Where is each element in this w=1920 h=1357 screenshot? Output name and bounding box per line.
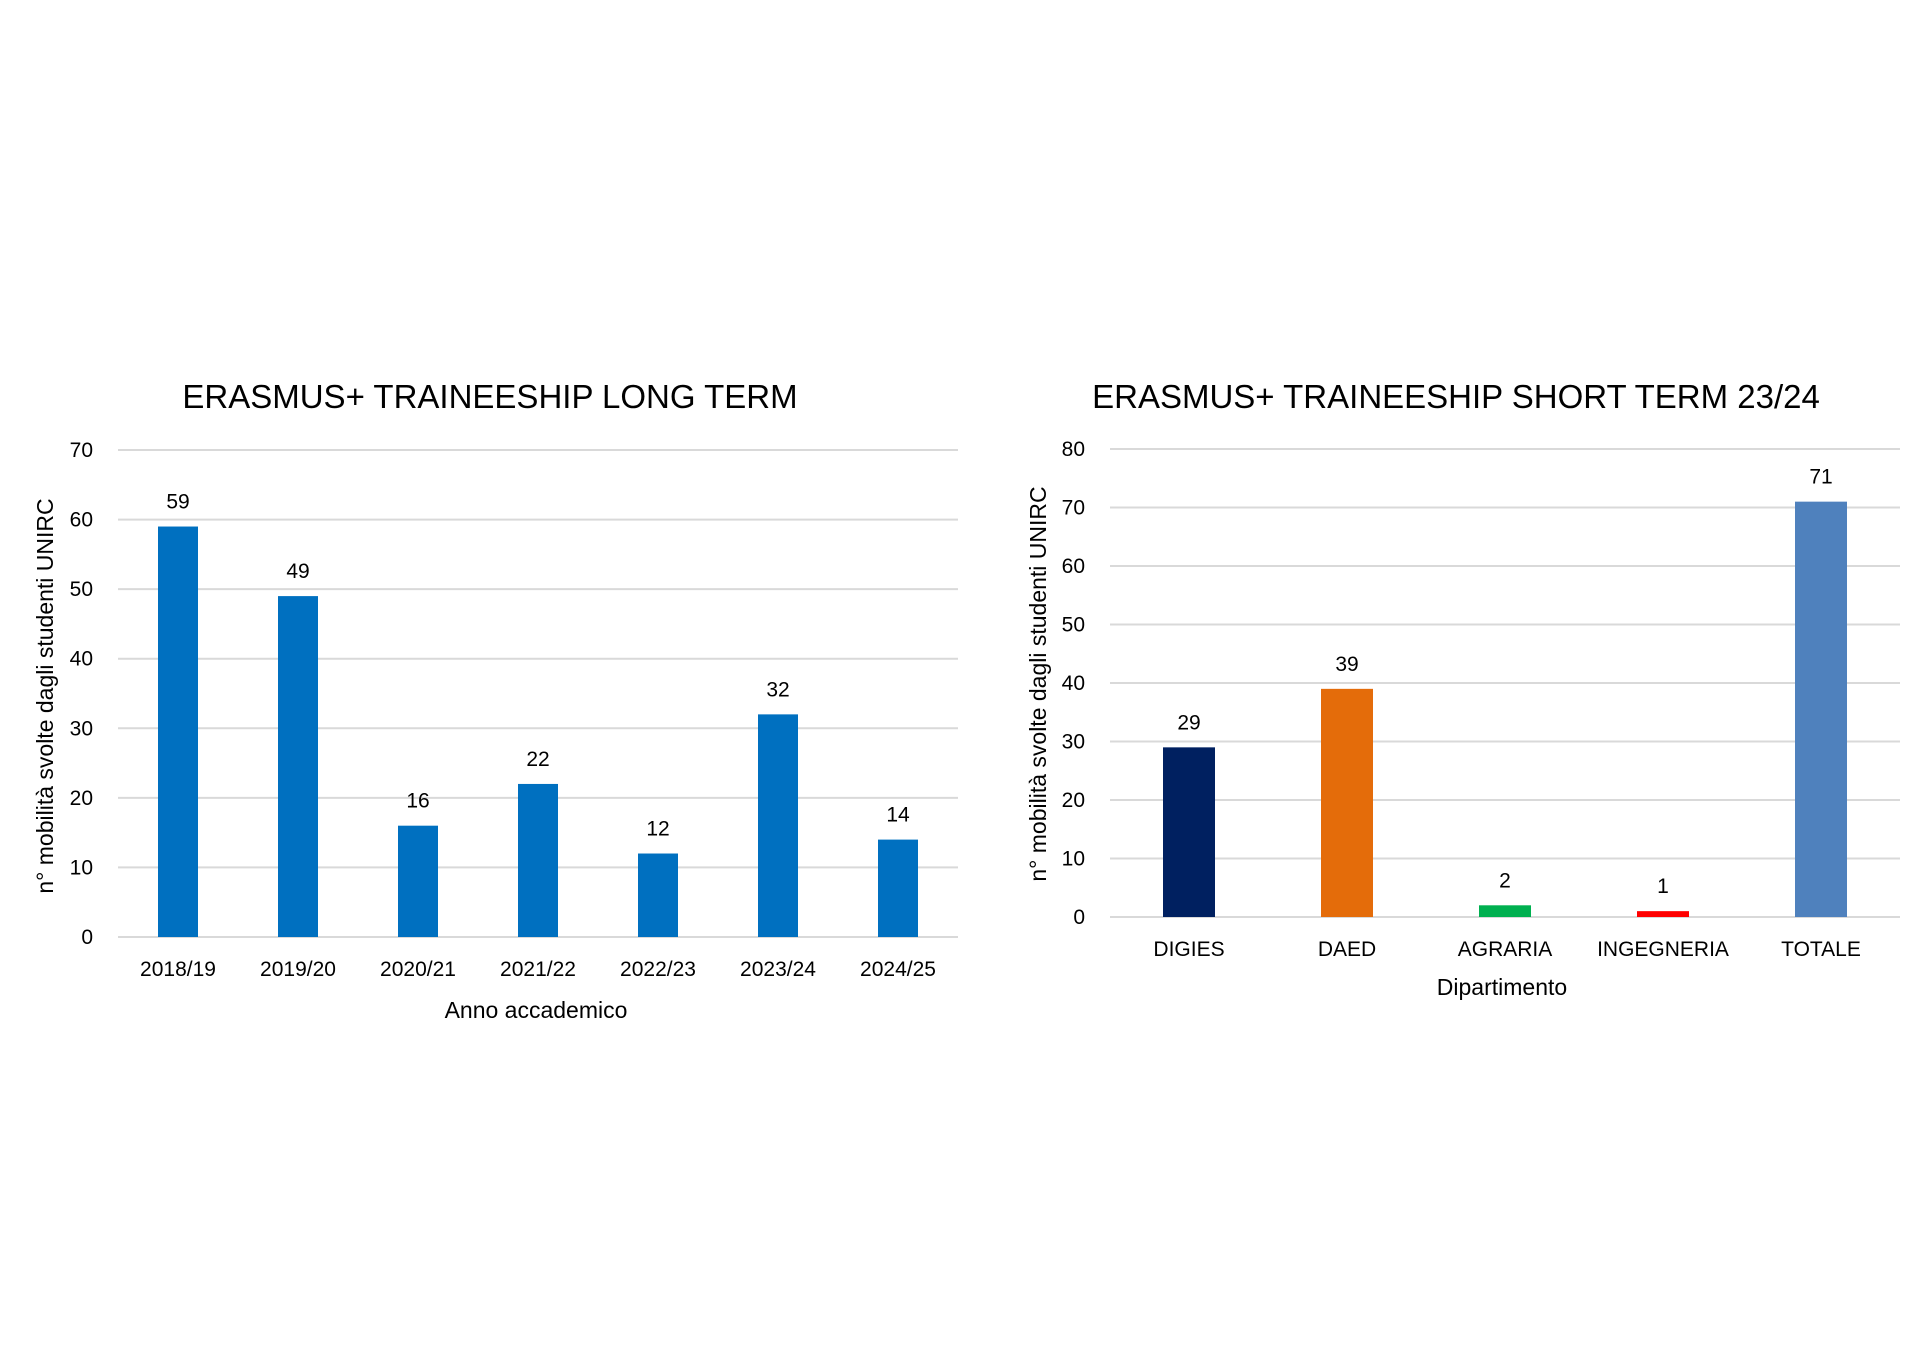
x-axis-title-long-term: Anno accademico [445,997,628,1023]
x-ticks-short-term: DIGIES DAED AGRARIA INGEGNERIA TOTALE [1153,938,1860,961]
y-tick-label-40: 40 [70,648,93,671]
y-tick-label-70: 70 [1062,497,1085,520]
y-ticks-short-term: 0 10 20 30 40 50 60 70 80 [1062,438,1085,929]
data-label-2024-25: 14 [886,804,910,827]
data-label-2022-23: 12 [646,818,669,841]
data-label-daed: 39 [1335,653,1358,676]
x-tick-label-ingegneria: INGEGNERIA [1597,938,1729,961]
y-axis-title-long-term: n° mobilità svolte dagli studenti UNIRC [32,498,58,893]
data-labels-short-term: 29 39 2 1 71 [1177,466,1832,899]
bars-long-term [158,526,918,937]
y-tick-label-40: 40 [1062,672,1085,695]
y-tick-label-10: 10 [70,856,93,879]
bar-ingegneria [1637,911,1689,917]
x-tick-label-2020-21: 2020/21 [380,958,456,981]
data-label-2019-20: 49 [286,560,309,583]
bar-agraria [1479,905,1531,917]
x-tick-label-2023-24: 2023/24 [740,958,816,981]
y-tick-label-50: 50 [70,578,93,601]
y-tick-label-60: 60 [1062,555,1085,578]
y-tick-label-50: 50 [1062,614,1085,637]
bar-2022-23 [638,853,678,937]
y-tick-label-0: 0 [81,926,93,949]
y-tick-label-10: 10 [1062,848,1085,871]
y-tick-label-30: 30 [1062,731,1085,754]
bar-daed [1321,688,1373,917]
x-tick-label-2021-22: 2021/22 [500,958,576,981]
y-axis-title-short-term: n° mobilità svolte dagli studenti UNIRC [1025,486,1051,881]
bar-totale [1795,501,1847,917]
data-label-2023-24: 32 [766,678,789,701]
data-label-agraria: 2 [1499,869,1511,892]
x-tick-label-2018-19: 2018/19 [140,958,216,981]
x-tick-label-2019-20: 2019/20 [260,958,336,981]
y-tick-label-20: 20 [1062,789,1085,812]
x-tick-label-daed: DAED [1318,938,1376,961]
bar-2023-24 [758,714,798,937]
x-ticks-long-term: 2018/19 2019/20 2020/21 2021/22 2022/23 2023/… [140,958,936,981]
y-tick-label-30: 30 [70,717,93,740]
chart-short-term: ERASMUS+ TRAINEESHIP SHORT TERM 23/24 n°… [1025,378,1900,1000]
x-tick-label-2022-23: 2022/23 [620,958,696,981]
bar-2018-19 [158,526,198,937]
gridlines-short-term [1110,448,1900,918]
chart-title-long-term: ERASMUS+ TRAINEESHIP LONG TERM [182,378,797,415]
x-tick-label-totale: TOTALE [1781,938,1861,961]
chart-title-short-term: ERASMUS+ TRAINEESHIP SHORT TERM 23/24 [1092,378,1820,415]
x-tick-label-digies: DIGIES [1153,938,1224,961]
data-label-ingegneria: 1 [1657,875,1669,898]
data-label-2021-22: 22 [526,748,549,771]
data-label-digies: 29 [1177,711,1200,734]
data-label-2018-19: 59 [166,491,189,514]
chart-long-term: ERASMUS+ TRAINEESHIP LONG TERM n° mobili… [32,378,958,1023]
data-label-totale: 71 [1809,466,1832,489]
bar-digies [1163,747,1215,917]
y-tick-label-70: 70 [70,439,93,462]
bar-2019-20 [278,596,318,937]
x-tick-label-agraria: AGRARIA [1458,938,1553,961]
bar-2021-22 [518,783,558,937]
bars-short-term [1163,501,1847,917]
y-tick-label-80: 80 [1062,438,1085,461]
y-tick-label-60: 60 [70,509,93,532]
y-tick-label-20: 20 [70,787,93,810]
y-tick-label-0: 0 [1073,906,1085,929]
x-tick-label-2024-25: 2024/25 [860,958,936,981]
bar-2020-21 [398,825,438,937]
data-labels-long-term: 59 49 16 22 12 32 14 [166,491,910,841]
data-label-2020-21: 16 [406,790,429,813]
y-ticks-long-term: 0 10 20 30 40 50 60 70 [70,439,93,949]
bar-2024-25 [878,839,918,937]
x-axis-title-short-term: Dipartimento [1437,974,1567,1000]
